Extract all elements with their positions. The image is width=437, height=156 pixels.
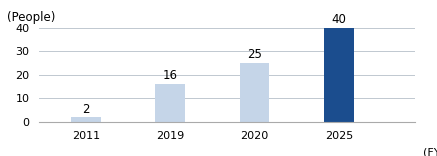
Text: (FY): (FY) bbox=[423, 148, 437, 156]
Text: 25: 25 bbox=[247, 48, 262, 61]
Bar bbox=[156, 84, 185, 122]
Text: 40: 40 bbox=[332, 13, 347, 26]
Bar bbox=[71, 117, 101, 122]
Bar bbox=[324, 28, 354, 122]
Text: 2: 2 bbox=[82, 103, 90, 116]
Text: (People): (People) bbox=[7, 11, 56, 24]
Text: 16: 16 bbox=[163, 69, 178, 82]
Bar bbox=[240, 63, 270, 122]
